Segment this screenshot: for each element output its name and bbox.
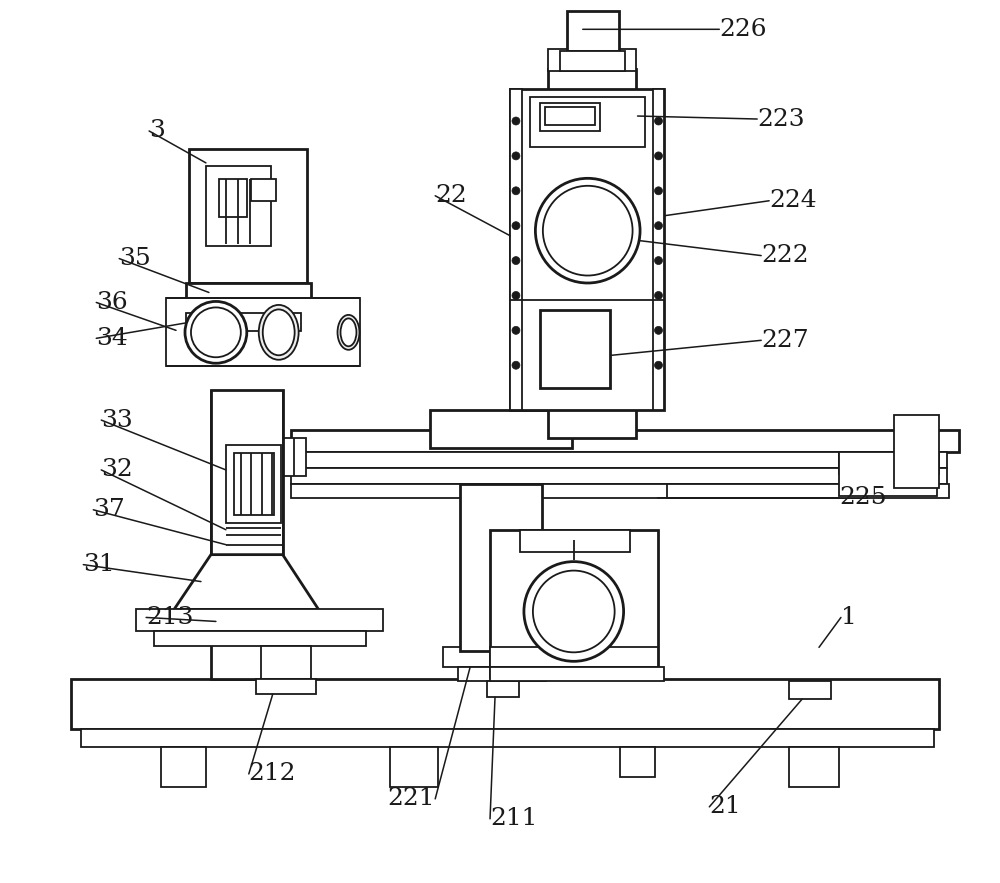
Circle shape [512, 257, 520, 265]
Text: 223: 223 [757, 108, 805, 131]
Text: 221: 221 [388, 788, 435, 811]
Bar [136, 609, 383, 631]
Text: 22: 22 [435, 185, 467, 208]
Bar [510, 89, 664, 410]
Ellipse shape [535, 178, 640, 283]
Bar [71, 679, 939, 729]
Bar [545, 107, 595, 125]
Bar [166, 298, 360, 366]
Bar [487, 682, 519, 698]
Bar [460, 484, 542, 652]
Circle shape [512, 327, 520, 335]
Bar [520, 530, 630, 552]
Text: 31: 31 [83, 553, 115, 576]
Circle shape [512, 152, 520, 160]
Text: 224: 224 [769, 189, 817, 212]
Text: 213: 213 [146, 606, 194, 629]
Bar [251, 179, 276, 200]
Text: 211: 211 [490, 807, 537, 830]
Text: 226: 226 [719, 18, 767, 41]
Bar [667, 484, 867, 498]
Polygon shape [174, 555, 319, 609]
Ellipse shape [341, 319, 356, 346]
Bar [390, 747, 438, 787]
Circle shape [655, 361, 662, 369]
Bar [899, 430, 937, 487]
Bar [490, 530, 658, 677]
Bar [234, 453, 274, 515]
Circle shape [655, 222, 662, 230]
Bar [206, 166, 271, 245]
Bar [430, 410, 572, 448]
Ellipse shape [524, 562, 624, 661]
Bar [789, 682, 831, 699]
Text: 227: 227 [761, 328, 809, 351]
Bar [839, 452, 937, 496]
Circle shape [512, 361, 520, 369]
Bar [560, 51, 625, 72]
Ellipse shape [185, 301, 247, 363]
Text: 212: 212 [249, 762, 296, 786]
Text: 36: 36 [96, 291, 128, 314]
Bar [284, 438, 306, 476]
Bar [894, 415, 939, 487]
Bar [458, 668, 546, 682]
Bar [490, 668, 664, 682]
Bar [620, 747, 655, 777]
Bar [219, 179, 247, 216]
Bar [291, 430, 959, 452]
Bar [789, 747, 839, 787]
Ellipse shape [259, 305, 299, 359]
Ellipse shape [263, 309, 295, 355]
Bar [301, 452, 947, 468]
Circle shape [655, 291, 662, 299]
Circle shape [512, 117, 520, 125]
Bar [211, 390, 283, 679]
Bar [189, 149, 307, 283]
Circle shape [655, 327, 662, 335]
Text: 37: 37 [93, 498, 125, 521]
Bar [81, 729, 934, 747]
Bar [186, 283, 311, 313]
Bar [226, 445, 281, 523]
Circle shape [655, 257, 662, 265]
Bar [291, 484, 949, 498]
Ellipse shape [191, 307, 241, 358]
Text: 1: 1 [841, 606, 857, 629]
Bar [256, 679, 316, 694]
Ellipse shape [543, 185, 633, 275]
Bar [154, 631, 366, 646]
Bar [261, 646, 311, 679]
Circle shape [512, 187, 520, 195]
Text: 3: 3 [149, 119, 165, 142]
Bar [490, 647, 658, 668]
Bar [443, 647, 561, 668]
Bar [548, 69, 636, 438]
Bar [161, 747, 206, 787]
Text: 35: 35 [119, 247, 151, 270]
Circle shape [655, 187, 662, 195]
Text: 222: 222 [761, 244, 809, 267]
Bar [186, 313, 301, 331]
Text: 225: 225 [839, 487, 887, 509]
Bar [653, 89, 664, 410]
Bar [567, 11, 619, 51]
Text: 34: 34 [96, 327, 128, 350]
Circle shape [655, 117, 662, 125]
Bar [548, 49, 636, 72]
Bar [530, 97, 645, 147]
Bar [510, 89, 522, 410]
Circle shape [655, 152, 662, 160]
Bar [291, 468, 947, 484]
Text: 21: 21 [709, 796, 741, 819]
Ellipse shape [533, 570, 615, 653]
Text: 33: 33 [101, 409, 133, 432]
Text: 32: 32 [101, 458, 133, 481]
Bar [839, 452, 939, 474]
Circle shape [512, 222, 520, 230]
Circle shape [512, 291, 520, 299]
Ellipse shape [338, 315, 359, 350]
Bar [540, 311, 610, 389]
Bar [540, 103, 600, 131]
